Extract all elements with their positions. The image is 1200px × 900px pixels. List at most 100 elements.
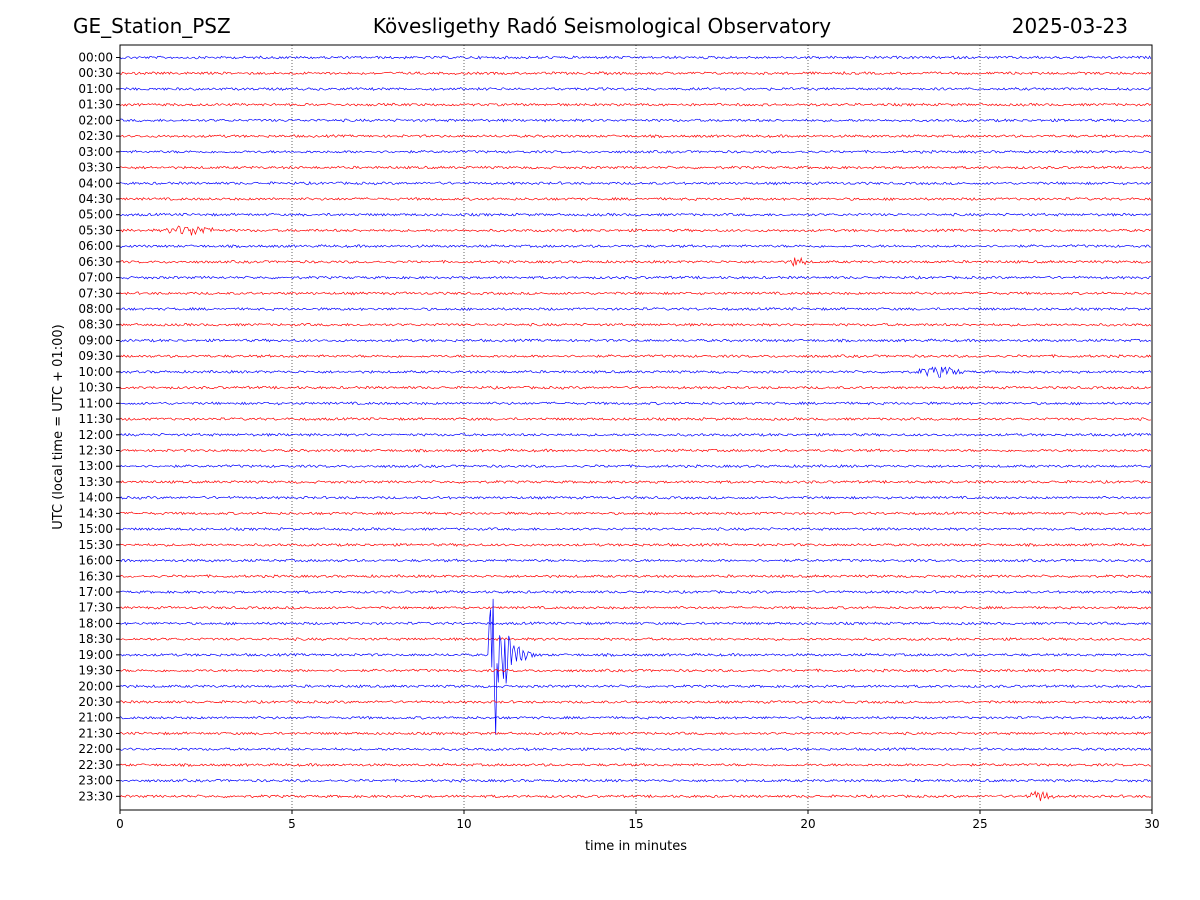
y-tick-label: 16:30 bbox=[78, 569, 113, 583]
observatory-title: Kövesligethy Radó Seismological Observat… bbox=[372, 14, 832, 38]
y-tick-label: 21:00 bbox=[78, 711, 113, 725]
y-tick-label: 15:30 bbox=[78, 538, 113, 552]
y-tick-label: 17:00 bbox=[78, 585, 113, 599]
trace-row-0700 bbox=[119, 275, 1151, 280]
trace-row-0130 bbox=[119, 102, 1152, 107]
y-tick-label: 21:30 bbox=[78, 726, 113, 740]
trace-row-1630 bbox=[119, 574, 1152, 579]
y-tick-label: 09:30 bbox=[78, 349, 113, 363]
y-tick-label: 17:30 bbox=[78, 601, 113, 615]
x-tick-label: 20 bbox=[800, 817, 815, 831]
trace-row-2030 bbox=[119, 699, 1152, 705]
trace-row-0900 bbox=[119, 338, 1152, 343]
trace-layer bbox=[119, 55, 1152, 802]
x-tick-label: 0 bbox=[116, 817, 124, 831]
trace-row-1130 bbox=[119, 417, 1151, 422]
y-tick-label: 16:00 bbox=[78, 554, 113, 568]
y-tick-label: 11:00 bbox=[78, 396, 113, 410]
y-tick-label: 00:30 bbox=[78, 66, 113, 80]
x-axis: 0 5 10 15 20 25 30 bbox=[116, 810, 1160, 831]
y-tick-label: 14:00 bbox=[78, 491, 113, 505]
y-tick-label: 07:30 bbox=[78, 286, 113, 300]
trace-row-1230 bbox=[119, 448, 1152, 453]
y-tick-label: 12:30 bbox=[78, 444, 113, 458]
trace-row-1100 bbox=[119, 401, 1151, 406]
y-tick-label: 04:30 bbox=[78, 192, 113, 206]
y-tick-label: 05:30 bbox=[78, 223, 113, 237]
x-tick-label: 5 bbox=[288, 817, 296, 831]
y-tick-label: 08:00 bbox=[78, 302, 113, 316]
y-tick-label: 01:30 bbox=[78, 98, 113, 112]
trace-row-1800 bbox=[119, 621, 1152, 626]
y-tick-label: 05:00 bbox=[78, 208, 113, 222]
trace-row-1500 bbox=[119, 527, 1152, 532]
y-tick-label: 08:30 bbox=[78, 318, 113, 332]
y-tick-label: 09:00 bbox=[78, 333, 113, 347]
y-tick-label: 10:00 bbox=[78, 365, 113, 379]
trace-row-2000 bbox=[119, 684, 1151, 689]
y-tick-label: 12:00 bbox=[78, 428, 113, 442]
y-tick-label: 07:00 bbox=[78, 271, 113, 285]
y-tick-label: 10:30 bbox=[78, 381, 113, 395]
y-tick-label: 14:30 bbox=[78, 506, 113, 520]
trace-row-0600 bbox=[119, 244, 1151, 249]
y-tick-label: 04:00 bbox=[78, 176, 113, 190]
trace-row-0300 bbox=[119, 149, 1152, 154]
y-tick-label: 18:00 bbox=[78, 616, 113, 630]
trace-row-1030 bbox=[119, 385, 1152, 390]
y-tick-label: 00:00 bbox=[78, 51, 113, 65]
trace-row-1300 bbox=[119, 464, 1152, 469]
y-tick-label: 19:30 bbox=[78, 664, 113, 678]
y-tick-label: 03:00 bbox=[78, 145, 113, 159]
trace-row-0330 bbox=[119, 165, 1152, 170]
trace-row-2100 bbox=[119, 715, 1152, 720]
y-tick-label: 22:00 bbox=[78, 742, 113, 756]
x-axis-label: time in minutes bbox=[585, 839, 687, 854]
trace-row-0930 bbox=[119, 354, 1152, 359]
y-tick-label: 02:30 bbox=[78, 129, 113, 143]
trace-row-0800 bbox=[119, 306, 1152, 312]
date-title: 2025-03-23 bbox=[1011, 14, 1128, 38]
y-tick-label: 19:00 bbox=[78, 648, 113, 662]
gridline-layer bbox=[291, 45, 981, 810]
y-tick-label: 23:00 bbox=[78, 774, 113, 788]
trace-row-1530 bbox=[119, 542, 1152, 548]
trace-row-2130 bbox=[119, 731, 1152, 736]
y-tick-label: 02:00 bbox=[78, 113, 113, 127]
trace-row-0400 bbox=[119, 181, 1152, 186]
y-tick-label: 11:30 bbox=[78, 412, 113, 426]
trace-row-0500 bbox=[119, 212, 1151, 217]
y-tick-label: 13:30 bbox=[78, 475, 113, 489]
y-tick-label: 23:30 bbox=[78, 789, 113, 803]
trace-row-1330 bbox=[119, 479, 1152, 484]
x-tick-label: 15 bbox=[628, 817, 643, 831]
trace-row-2330 bbox=[119, 790, 1151, 802]
y-tick-label: 03:30 bbox=[78, 161, 113, 175]
y-tick-label: 22:30 bbox=[78, 758, 113, 772]
trace-row-0200 bbox=[119, 118, 1152, 123]
x-tick-label: 25 bbox=[972, 817, 987, 831]
trace-row-0430 bbox=[120, 196, 1152, 201]
y-tick-label: 20:00 bbox=[78, 679, 113, 693]
y-axis-label: UTC (local time = UTC + 01:00) bbox=[51, 324, 66, 529]
trace-row-0530 bbox=[119, 225, 1152, 236]
station-title: GE_Station_PSZ bbox=[73, 14, 231, 38]
trace-row-0230 bbox=[119, 134, 1152, 139]
trace-row-2200 bbox=[119, 747, 1152, 752]
trace-row-1830 bbox=[119, 637, 1151, 642]
trace-row-1400 bbox=[119, 495, 1151, 500]
trace-row-1900 bbox=[119, 598, 1152, 735]
y-tick-label: 13:00 bbox=[78, 459, 113, 473]
y-tick-label: 15:00 bbox=[78, 522, 113, 536]
trace-row-0030 bbox=[119, 71, 1152, 76]
trace-row-1700 bbox=[119, 589, 1152, 594]
x-tick-label: 30 bbox=[1144, 817, 1159, 831]
trace-row-2300 bbox=[119, 778, 1152, 783]
y-tick-label: 06:30 bbox=[78, 255, 113, 269]
y-tick-label: 18:30 bbox=[78, 632, 113, 646]
trace-row-0730 bbox=[119, 291, 1151, 296]
x-tick-label: 10 bbox=[456, 817, 471, 831]
trace-row-1430 bbox=[119, 511, 1152, 516]
y-tick-label: 01:00 bbox=[78, 82, 113, 96]
